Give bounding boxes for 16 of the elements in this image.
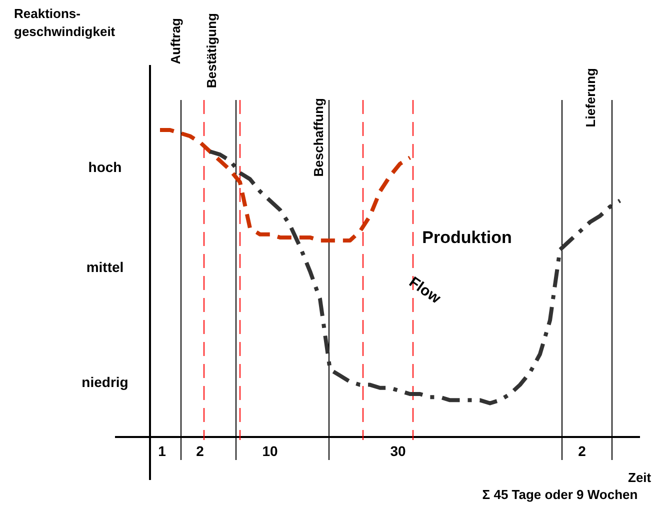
annotation: Produktion xyxy=(422,228,512,247)
text: 2 xyxy=(196,443,204,459)
text: 2 xyxy=(578,443,586,459)
text: Lieferung xyxy=(583,68,598,128)
text: Σ 45 Tage oder 9 Wochen xyxy=(482,487,638,502)
text: 1 xyxy=(158,443,166,459)
text: mittel xyxy=(86,259,124,275)
annotation: Beschaffung xyxy=(311,98,326,177)
text: hoch xyxy=(88,159,122,175)
text: Reaktions- geschwindigkeit xyxy=(14,6,116,39)
x-axis-title: Zeit xyxy=(628,470,652,485)
text: 30 xyxy=(390,443,406,459)
text: Auftrag xyxy=(168,18,183,64)
text: Bestätigung xyxy=(204,12,219,88)
text: 10 xyxy=(262,443,278,459)
text: niedrig xyxy=(82,374,128,390)
